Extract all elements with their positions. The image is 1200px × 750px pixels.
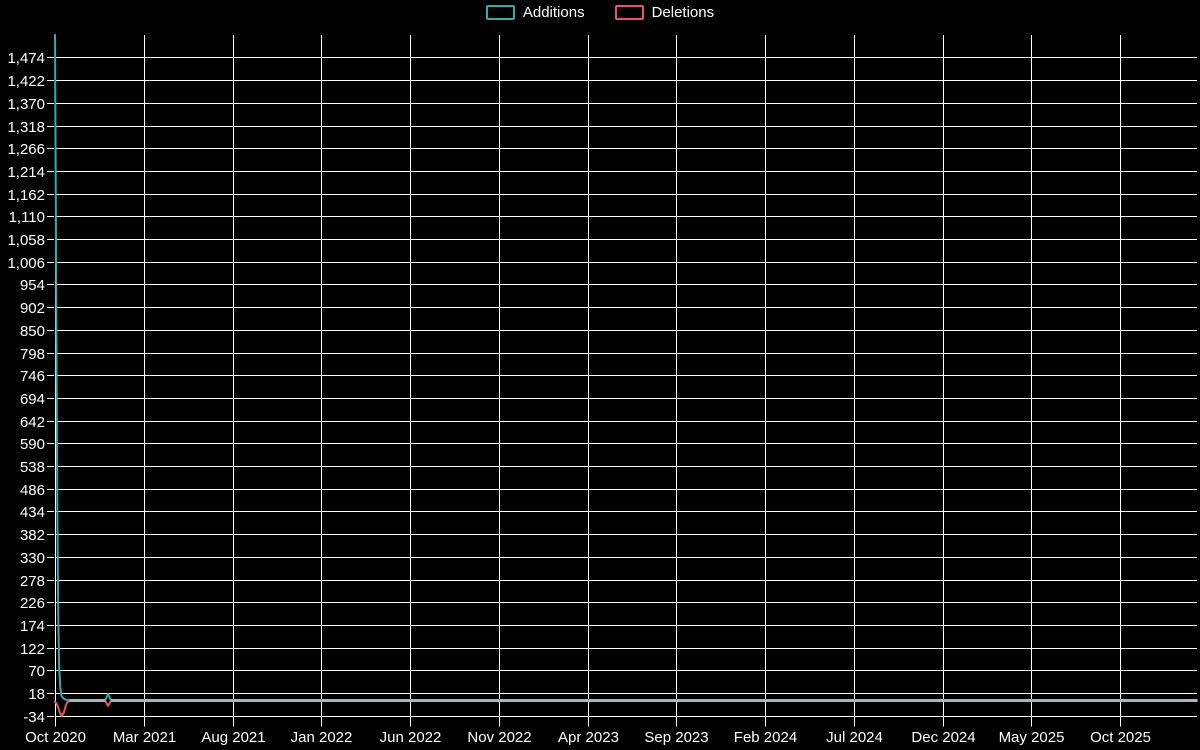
svg-text:May 2025: May 2025 — [999, 729, 1065, 746]
svg-text:Aug 2021: Aug 2021 — [201, 729, 265, 746]
svg-text:642: 642 — [20, 414, 45, 431]
legend-item-additions[interactable]: Additions — [485, 4, 585, 21]
svg-text:Jun 2022: Jun 2022 — [380, 729, 442, 746]
svg-text:1,422: 1,422 — [7, 73, 45, 90]
svg-text:1,214: 1,214 — [7, 164, 45, 181]
svg-text:1,006: 1,006 — [7, 255, 45, 272]
legend-label-deletions: Deletions — [651, 4, 715, 21]
svg-text:226: 226 — [20, 595, 45, 612]
additions-series-swatch — [485, 5, 515, 20]
legend-label-additions: Additions — [522, 4, 585, 21]
svg-text:1,058: 1,058 — [7, 232, 45, 249]
svg-text:Mar 2021: Mar 2021 — [113, 729, 176, 746]
svg-text:Jul 2024: Jul 2024 — [826, 729, 883, 746]
svg-text:Dec 2024: Dec 2024 — [911, 729, 975, 746]
svg-text:798: 798 — [20, 346, 45, 363]
svg-text:382: 382 — [20, 527, 45, 544]
svg-text:850: 850 — [20, 323, 45, 340]
svg-text:Sep 2023: Sep 2023 — [644, 729, 708, 746]
svg-text:1,110: 1,110 — [9, 209, 45, 226]
svg-text:1,266: 1,266 — [7, 141, 45, 158]
svg-text:-34: -34 — [23, 709, 45, 726]
svg-text:Feb 2024: Feb 2024 — [734, 729, 797, 746]
svg-text:Oct 2025: Oct 2025 — [1090, 729, 1151, 746]
svg-text:18: 18 — [28, 686, 45, 703]
svg-text:70: 70 — [28, 663, 45, 680]
svg-text:590: 590 — [20, 436, 45, 453]
chart-legend: Additions Deletions — [0, 5, 1200, 20]
svg-text:330: 330 — [20, 550, 45, 567]
svg-text:1,318: 1,318 — [7, 119, 45, 136]
svg-text:Apr 2023: Apr 2023 — [558, 729, 619, 746]
svg-text:902: 902 — [20, 300, 45, 317]
deletions-series-swatch — [614, 5, 644, 20]
svg-text:Nov 2022: Nov 2022 — [467, 729, 531, 746]
svg-text:278: 278 — [20, 573, 45, 590]
legend-item-deletions[interactable]: Deletions — [614, 4, 715, 21]
svg-text:486: 486 — [20, 482, 45, 499]
svg-text:954: 954 — [20, 277, 45, 294]
svg-text:538: 538 — [20, 459, 45, 476]
svg-text:Jan 2022: Jan 2022 — [291, 729, 353, 746]
svg-text:174: 174 — [20, 618, 45, 635]
svg-text:1,162: 1,162 — [7, 187, 45, 204]
svg-text:746: 746 — [20, 368, 45, 385]
svg-text:434: 434 — [20, 504, 45, 521]
svg-text:122: 122 — [20, 641, 45, 658]
svg-text:1,474: 1,474 — [7, 50, 45, 67]
svg-text:Oct 2020: Oct 2020 — [25, 729, 86, 746]
svg-text:1,370: 1,370 — [7, 96, 45, 113]
svg-text:694: 694 — [20, 391, 45, 408]
